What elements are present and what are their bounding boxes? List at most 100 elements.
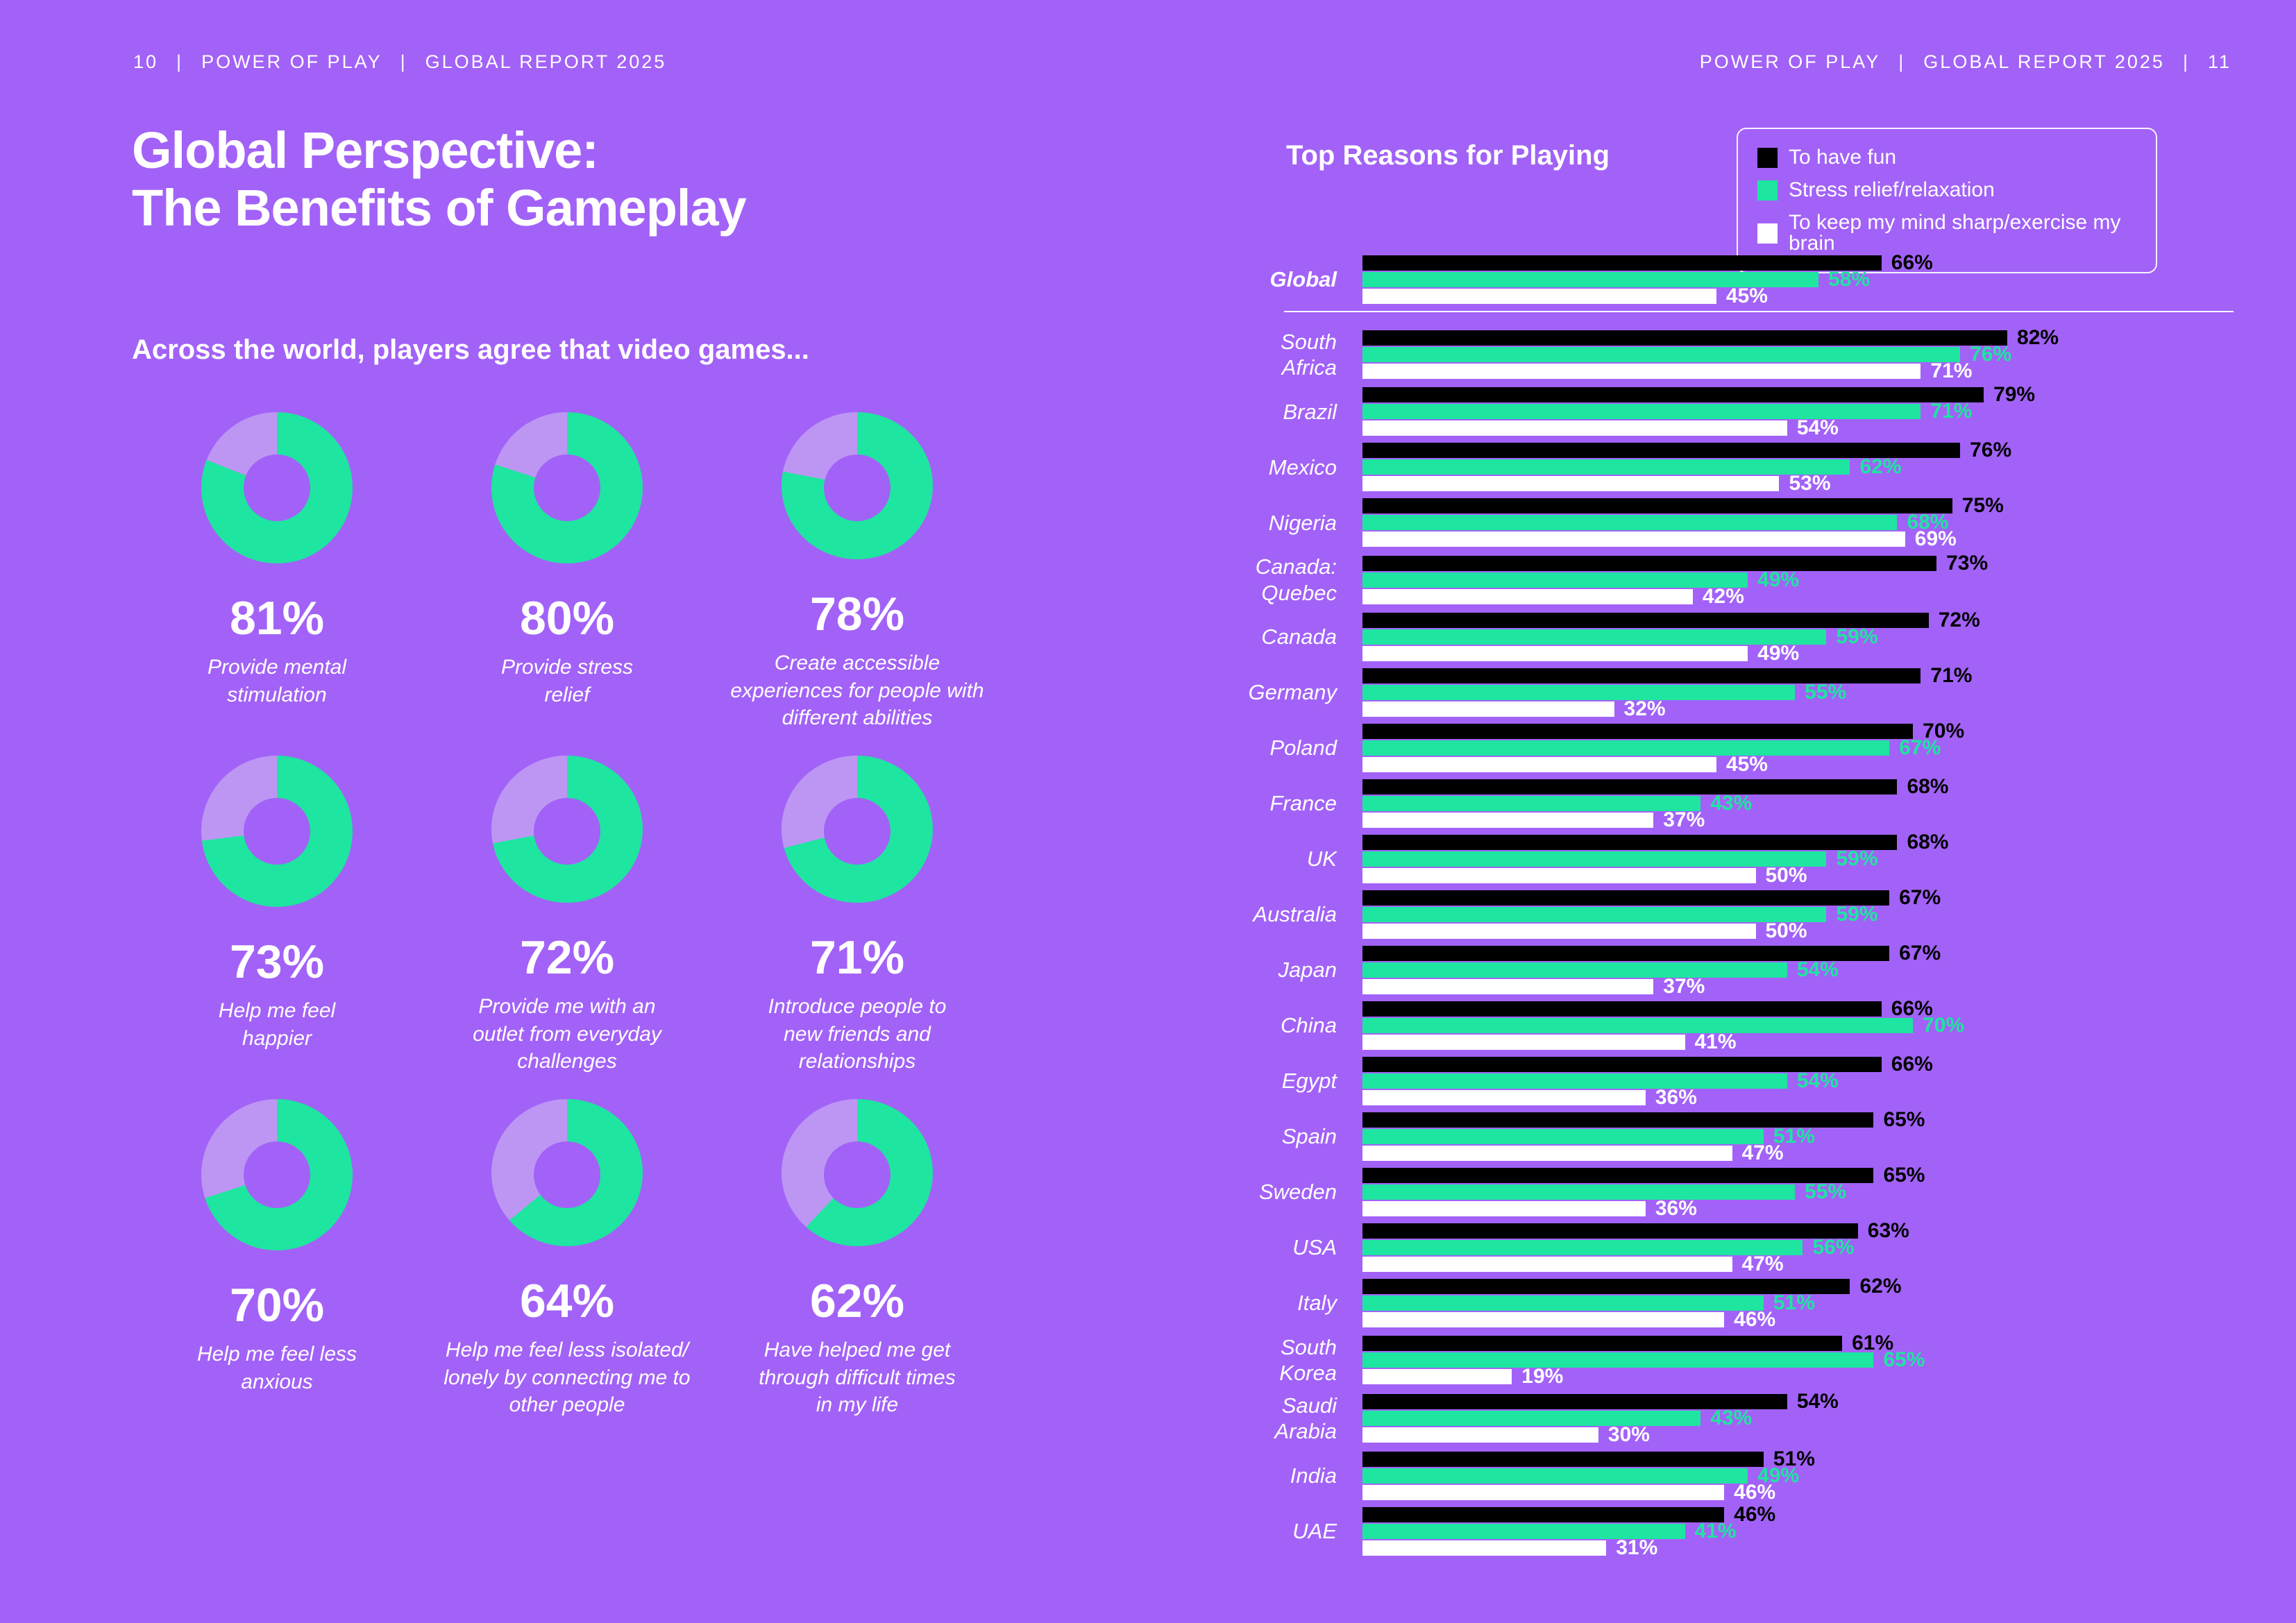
bar-row-label: Global — [1269, 267, 1337, 292]
bar-line: 50% — [1362, 919, 2149, 942]
bar-value: 71% — [1930, 359, 1973, 383]
bar-value: 68% — [1907, 774, 1949, 798]
bar-line: 47% — [1362, 1252, 2149, 1275]
bar-stress-relief — [1362, 572, 1748, 588]
bar-value: 72% — [1938, 608, 1980, 631]
bar-line: 67% — [1362, 736, 2149, 759]
bar-stress-relief — [1362, 684, 1796, 700]
bar-value: 31% — [1616, 1536, 1658, 1559]
bar-rows-global: Global 66% 58% 45% — [1242, 251, 2234, 307]
donut-percentage: 64% — [519, 1275, 615, 1328]
bar-to-have-fun — [1362, 498, 1952, 514]
bar-row-label: Canada: Quebec — [1255, 554, 1337, 605]
bar-line: 55% — [1362, 1180, 2149, 1203]
bar-value: 69% — [1914, 527, 1957, 551]
bar-value: 49% — [1757, 641, 1800, 665]
bar-value: 70% — [1923, 1013, 1965, 1037]
donut-card: 71% Introduce people to new friends and … — [712, 732, 1002, 1076]
bar-row-label: India — [1290, 1463, 1337, 1488]
bar-value: 32% — [1623, 697, 1666, 720]
donut-chart — [782, 1099, 933, 1247]
bar-mind-sharp — [1362, 867, 1756, 883]
bar-mind-sharp — [1362, 1427, 1598, 1443]
legend-item: To keep my mind sharp/exercise my brain — [1757, 212, 2136, 254]
bar-value: 71% — [1930, 663, 1973, 687]
bar-rows-countries: South Africa 82% 76% 71% Brazil 79% — [1242, 326, 2234, 1559]
bar-value: 73% — [1946, 551, 1989, 575]
bar-line: 63% — [1362, 1219, 2149, 1242]
bar-line: 71% — [1362, 400, 2149, 423]
bar-line: 46% — [1362, 1503, 2149, 1526]
bar-row: UAE 46% 41% 31% — [1242, 1503, 2234, 1559]
bar-line: 82% — [1362, 326, 2149, 349]
donut-card: 62% Have helped me get through difficult… — [712, 1076, 1002, 1419]
bar-group: 66% 70% 41% — [1362, 997, 2149, 1053]
bar-stress-relief — [1362, 272, 1819, 287]
bar-value: 49% — [1757, 1463, 1800, 1487]
bar-line: 45% — [1362, 284, 2149, 307]
bar-row-label: South Korea — [1279, 1334, 1337, 1385]
bar-mind-sharp — [1362, 1034, 1685, 1050]
bar-to-have-fun — [1362, 1506, 1725, 1522]
bar-row: Mexico 76% 62% 53% — [1242, 439, 2234, 495]
bar-mind-sharp — [1362, 364, 1921, 380]
bar-to-have-fun — [1362, 779, 1898, 794]
bar-mind-sharp — [1362, 1368, 1512, 1384]
bar-to-have-fun — [1362, 1167, 1874, 1183]
bar-value: 68% — [1907, 830, 1949, 853]
bar-value: 54% — [1796, 1390, 1839, 1413]
donut-card: 64% Help me feel less isolated/ lonely b… — [422, 1076, 712, 1419]
bar-value: 61% — [1852, 1331, 1894, 1354]
bar-line: 65% — [1362, 1348, 2149, 1371]
bar-line: 73% — [1362, 552, 2149, 575]
bar-stress-relief — [1362, 740, 1890, 756]
bar-chart: Global 66% 58% 45% South Africa 82% — [1242, 251, 2234, 1563]
bar-row: Australia 67% 59% 50% — [1242, 886, 2234, 942]
bar-value: 79% — [1993, 383, 2036, 407]
bar-mind-sharp — [1362, 476, 1780, 492]
bar-line: 56% — [1362, 1236, 2149, 1259]
bar-row: France 68% 43% 37% — [1242, 775, 2234, 831]
donut-hole — [244, 454, 310, 521]
legend-swatch — [1757, 223, 1778, 244]
donut-caption: Help me feel less anxious — [196, 1343, 357, 1393]
bar-stress-relief — [1362, 1523, 1685, 1539]
bar-group: 72% 59% 49% — [1362, 609, 2149, 665]
bar-group: 51% 49% 46% — [1362, 1447, 2149, 1504]
bar-value: 36% — [1655, 1085, 1697, 1109]
bar-line: 69% — [1362, 527, 2149, 550]
page-number-right: 11 — [2207, 51, 2231, 72]
bar-line: 41% — [1362, 1520, 2149, 1543]
bar-value: 55% — [1805, 1180, 1847, 1203]
bar-value: 51% — [1773, 1291, 1815, 1314]
bar-row-label: Nigeria — [1268, 510, 1337, 535]
bar-to-have-fun — [1362, 1001, 1882, 1017]
bar-line: 46% — [1362, 1308, 2149, 1331]
donut-caption: Help me feel less isolated/ lonely by co… — [444, 1339, 691, 1417]
bar-row: UK 68% 59% 50% — [1242, 831, 2234, 887]
donut-grid: 81% Provide mental stimulation 80% Provi… — [132, 389, 1013, 1419]
bar-mind-sharp — [1362, 532, 1905, 547]
bar-stress-relief — [1362, 1184, 1796, 1200]
bar-row-label: Australia — [1253, 902, 1337, 927]
donut-percentage: 62% — [809, 1275, 905, 1328]
bar-group: 68% 43% 37% — [1362, 775, 2149, 831]
bar-line: 76% — [1362, 343, 2149, 366]
bar-row: Saudi Arabia 54% 43% 30% — [1242, 1390, 2234, 1446]
donut-caption: Provide stress relief — [500, 656, 634, 706]
bar-to-have-fun — [1362, 1223, 1858, 1239]
bar-row-label: USA — [1292, 1235, 1337, 1260]
donut-chart — [782, 756, 933, 903]
bar-row: Italy 62% 51% 46% — [1242, 1275, 2234, 1331]
bar-line: 31% — [1362, 1536, 2149, 1559]
bar-row: Canada 72% 59% 49% — [1242, 609, 2234, 665]
donut-chart — [491, 756, 643, 903]
bar-value: 37% — [1663, 974, 1705, 998]
bar-row: Global 66% 58% 45% — [1242, 251, 2234, 307]
bar-line: 66% — [1362, 251, 2149, 274]
donut-card: 81% Provide mental stimulation — [132, 389, 422, 732]
bar-line: 68% — [1362, 775, 2149, 798]
bar-value: 54% — [1796, 1069, 1839, 1092]
bar-row: South Africa 82% 76% 71% — [1242, 326, 2234, 383]
bar-line: 54% — [1362, 958, 2149, 981]
